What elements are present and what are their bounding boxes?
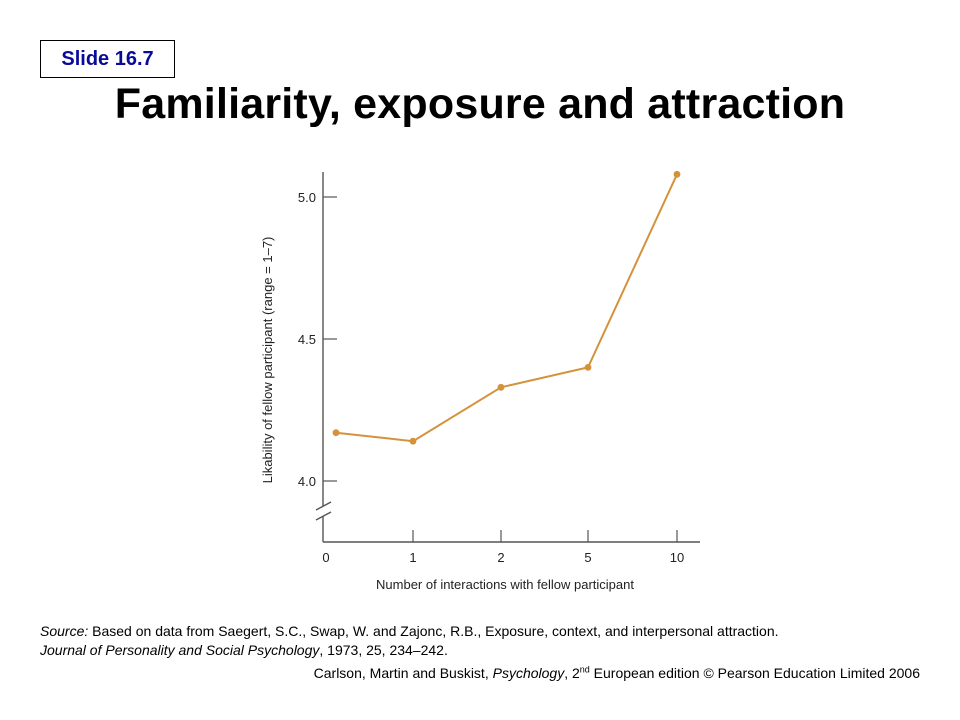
data-point-5: [584, 364, 592, 371]
source-prefix: Source:: [40, 623, 89, 639]
y-tick-label: 4.5: [298, 332, 316, 347]
y-axis-ticks: 4.0 4.5 5.0: [298, 190, 337, 489]
x-tick-label: 2: [497, 550, 504, 565]
credit-authors: Carlson, Martin and Buskist,: [313, 665, 493, 681]
source-details: , 1973, 25, 234–242.: [319, 642, 448, 658]
source-citation: Source: Based on data from Saegert, S.C.…: [40, 622, 920, 660]
axis-break-mark-upper: [315, 501, 332, 511]
chart-axes: [315, 172, 700, 543]
axis-break-mark-lower: [315, 511, 332, 521]
y-tick-label: 4.0: [298, 474, 316, 489]
credit-edition-sup: nd: [579, 664, 590, 675]
credit-edition-pre: , 2: [564, 665, 580, 681]
credit-book: Psychology: [492, 665, 565, 681]
y-axis-label: Likability of fellow participant (range …: [260, 237, 275, 484]
data-point-0: [332, 429, 340, 437]
x-tick-label: 0: [322, 550, 329, 565]
data-point-10: [673, 170, 681, 178]
x-tick-label: 5: [584, 550, 591, 565]
source-journal: Journal of Personality and Social Psycho…: [40, 642, 320, 658]
y-tick-label: 5.0: [298, 190, 316, 205]
x-tick-label: 1: [409, 550, 416, 565]
source-text: Based on data from Saegert, S.C., Swap, …: [88, 623, 779, 639]
x-axis-ticks: 0 1 2 5 10: [322, 530, 684, 565]
line-chart: 4.0 4.5 5.0 0 1 2 5 10 Likability of fellow pa…: [260, 170, 700, 592]
credit-edition-post: European edition © Pearson Education Lim…: [589, 665, 920, 681]
data-point-2: [497, 383, 505, 391]
slide-number-badge: Slide 16.7: [40, 40, 175, 78]
copyright-credit: Carlson, Martin and Buskist, Psychology,…: [314, 665, 920, 681]
x-axis-label: Number of interactions with fellow parti…: [376, 577, 634, 592]
series-line: [332, 170, 681, 445]
series-polyline: [335, 173, 678, 443]
slide-title: Familiarity, exposure and attraction: [114, 80, 846, 128]
data-point-1: [409, 437, 417, 445]
x-tick-label: 10: [670, 550, 684, 565]
